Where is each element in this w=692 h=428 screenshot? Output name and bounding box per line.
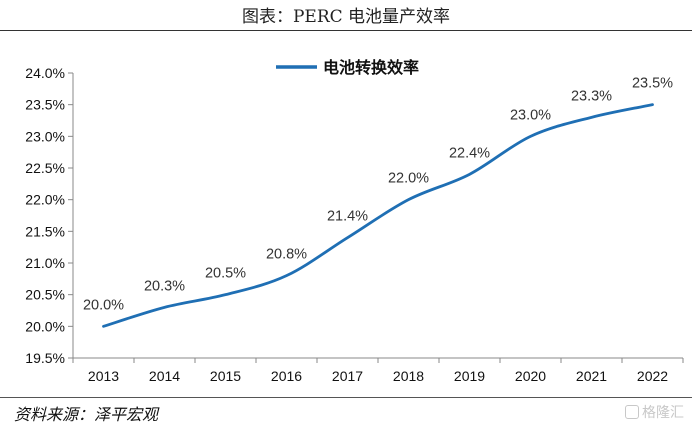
y-tick-label: 23.0% (25, 128, 65, 144)
bottom-rule (0, 397, 692, 398)
x-tick-label: 2013 (88, 368, 119, 384)
x-tick-label: 2017 (332, 368, 363, 384)
x-tick-label: 2022 (637, 368, 668, 384)
y-tick-label: 20.5% (25, 287, 65, 303)
y-tick-label: 20.0% (25, 318, 65, 334)
y-tick-label: 24.0% (25, 65, 65, 81)
data-label: 21.4% (327, 209, 368, 225)
x-tick-label: 2020 (515, 368, 546, 384)
line-chart: 19.5% 20.0% 20.5% 21.0% 21.5% 22.0% 22.5% 23.0%… (25, 58, 684, 384)
data-label: 20.0% (83, 297, 124, 313)
y-tick-label: 21.0% (25, 255, 65, 271)
chart-axes (72, 73, 683, 359)
figure-title: 图表：PERC 电池量产效率 (241, 7, 451, 27)
y-tick-label: 22.5% (25, 160, 65, 176)
x-tick-label: 2016 (271, 368, 302, 384)
data-label: 23.3% (571, 88, 612, 104)
data-label: 20.8% (266, 247, 307, 263)
watermark-text: 格隆汇 (642, 405, 684, 421)
y-tick-label: 23.5% (25, 97, 65, 113)
y-tick-label: 19.5% (25, 350, 65, 366)
x-axis-ticks: 2013 2014 2015 2016 2017 2018 2019 2020 2021 2022 (72, 358, 684, 384)
data-label: 23.5% (632, 76, 673, 92)
data-label: 20.3% (144, 278, 185, 294)
top-rule (0, 30, 692, 31)
y-tick-label: 21.5% (25, 223, 65, 239)
x-tick-label: 2018 (393, 368, 424, 384)
series-group (102, 103, 654, 328)
x-tick-label: 2021 (576, 368, 607, 384)
watermark-logo-icon (625, 405, 639, 419)
data-labels: 20.0% 20.3% 20.5% 20.8% 21.4% 22.0% 22.4% 23.0%… (83, 76, 673, 314)
y-axis-ticks: 19.5% 20.0% 20.5% 21.0% 21.5% 22.0% 22.5% 23.0%… (25, 65, 73, 366)
legend: 电池转换效率 (276, 58, 419, 77)
series-line (102, 103, 654, 328)
source-note: 资料来源：泽平宏观 (14, 405, 159, 424)
data-label: 22.4% (449, 145, 490, 161)
y-tick-label: 22.0% (25, 192, 65, 208)
legend-label: 电池转换效率 (323, 58, 419, 77)
x-tick-label: 2014 (149, 368, 180, 384)
data-label: 23.0% (510, 107, 551, 123)
data-label: 20.5% (205, 266, 246, 282)
x-tick-label: 2015 (210, 368, 241, 384)
data-label: 22.0% (388, 171, 429, 187)
x-tick-label: 2019 (454, 368, 485, 384)
watermark: 格隆汇 (625, 402, 684, 422)
